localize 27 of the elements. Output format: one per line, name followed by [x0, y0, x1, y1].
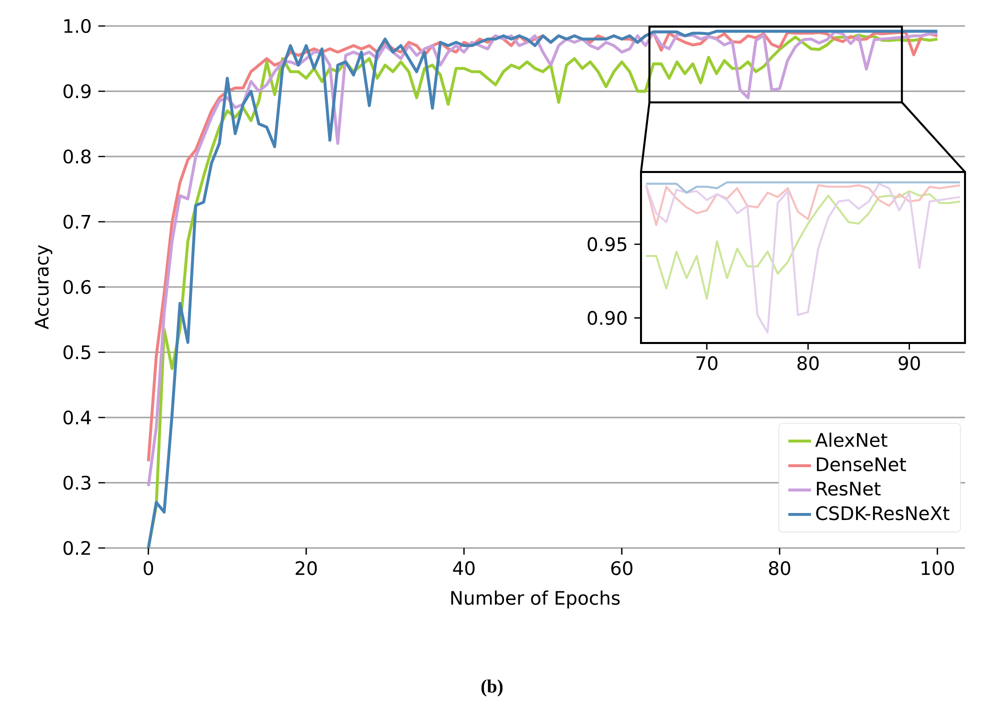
y-tick-label: 0.7 — [64, 214, 90, 229]
y-tick-label: 0.2 — [64, 540, 90, 556]
y-tick-label: 0.95 — [588, 237, 626, 252]
x-tick-label: 80 — [798, 356, 819, 370]
x-tick-label: 90 — [898, 356, 920, 370]
y-tick-label: 0.90 — [588, 310, 627, 325]
x-tick-label: 60 — [611, 561, 632, 576]
legend-label: CSDK-ResNeXt — [816, 506, 950, 520]
x-tick-label: 80 — [769, 561, 790, 576]
y-tick-label: 0.3 — [64, 476, 90, 490]
y-tick-label: 0.6 — [64, 280, 91, 294]
y-tick-label: 0.4 — [64, 410, 91, 425]
y-tick-label: 0.8 — [64, 149, 91, 164]
x-tick-label: 100 — [922, 561, 954, 576]
text: (b) — [481, 680, 503, 696]
x-tick-label: 20 — [296, 561, 317, 576]
legend-label: AlexNet — [815, 432, 888, 448]
legend-label: DenseNet — [816, 458, 906, 472]
y-axis-title: Accuracy — [34, 245, 52, 330]
legend-label: ResNet — [816, 482, 881, 496]
y-tick-label: 0.5 — [64, 345, 90, 360]
x-tick-label: 70 — [696, 356, 718, 370]
x-tick-label: 0 — [144, 561, 154, 576]
x-tick-label: 40 — [453, 561, 475, 576]
x-axis-title: Number of Epochs — [451, 590, 620, 609]
y-tick-label: 0.9 — [64, 84, 91, 98]
y-tick-label: 1.0 — [64, 18, 91, 34]
